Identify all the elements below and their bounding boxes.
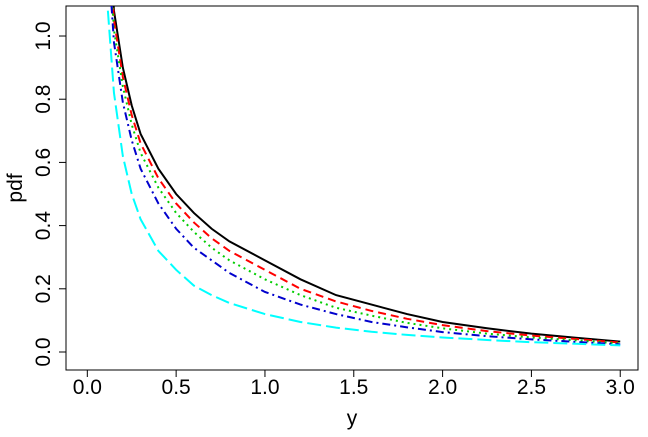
x-tick-label: 1.0	[250, 376, 279, 399]
y-tick-label: 0.8	[32, 85, 55, 114]
series-line	[110, 6, 621, 346]
x-axis-label: y	[347, 407, 358, 430]
y-tick-label: 0.2	[32, 274, 55, 303]
x-tick-label: 2.0	[428, 376, 457, 399]
plot-area	[106, 6, 621, 347]
y-tick-label: 0.0	[32, 337, 55, 366]
x-tick-label: 2.5	[517, 376, 546, 399]
series-line	[112, 6, 621, 344]
x-tick-label: 1.5	[339, 376, 368, 399]
y-tick-label: 1.0	[32, 21, 55, 50]
x-tick-label: 0.0	[73, 376, 102, 399]
series-line	[111, 6, 621, 345]
series-line	[112, 6, 621, 343]
x-tick-label: 3.0	[606, 376, 635, 399]
y-tick-label: 0.4	[32, 211, 55, 241]
plot-frame	[65, 5, 639, 371]
x-tick-label: 0.5	[162, 376, 191, 399]
y-axis-label: pdf	[4, 173, 27, 202]
series-line	[106, 6, 621, 347]
y-tick-label: 0.6	[32, 148, 55, 177]
